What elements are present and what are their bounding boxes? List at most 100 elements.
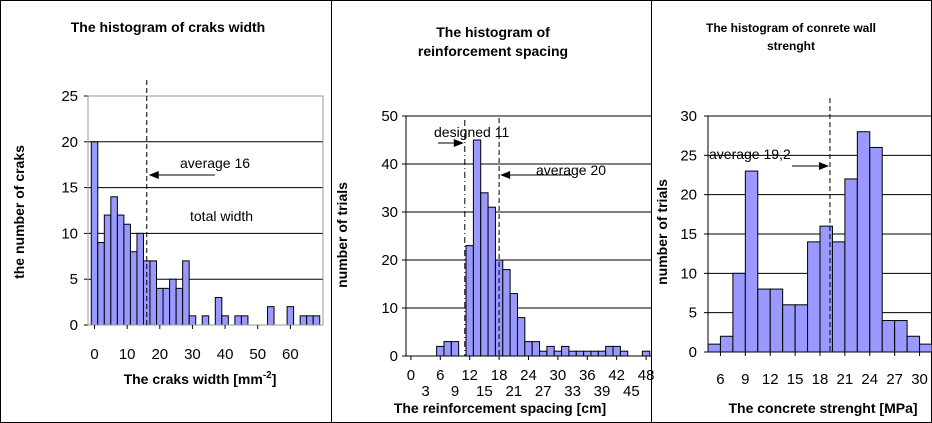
x-tick-label: 42 [608, 367, 625, 384]
histogram-bar [583, 350, 592, 357]
histogram-bar [757, 288, 771, 353]
histogram-bar [844, 178, 858, 353]
histogram-bar [539, 350, 548, 357]
histogram-bar [175, 287, 184, 326]
y-tick-label: 15 [680, 226, 697, 243]
x-tick-label: 36 [579, 367, 596, 384]
x-tick-label: 30 [184, 346, 201, 363]
histogram-bar [123, 223, 131, 326]
histogram-bars [707, 131, 932, 353]
arrow-head [818, 162, 829, 170]
x-tick-label: 9 [451, 383, 459, 400]
total-width-label: total width [190, 208, 253, 224]
histogram-bar [831, 241, 846, 353]
histogram-bar [575, 350, 585, 357]
histogram-bar [707, 343, 721, 353]
chart-title-line1: The histogram of conrete wall [706, 21, 876, 35]
designed-label: designed 11 [434, 124, 509, 140]
histogram-bar [546, 345, 555, 357]
y-tick-label: 5 [689, 305, 697, 322]
histogram-bar [819, 225, 833, 353]
x-tick-label: 33 [564, 383, 581, 400]
x-tick-label: 39 [594, 383, 611, 400]
histogram-bar [906, 335, 921, 353]
y-tick-label: 10 [61, 225, 78, 242]
histogram-bar [110, 196, 118, 326]
y-tick-label: 0 [70, 317, 78, 334]
x-axis-label: The craks width [mm-2] [124, 370, 277, 387]
histogram-bar [97, 242, 105, 326]
histogram-bar [267, 306, 275, 326]
histogram-bar [919, 343, 932, 353]
x-tick-label: 6 [436, 367, 444, 384]
histogram-bar [782, 304, 796, 353]
histogram-bar [732, 272, 746, 353]
chart-title-line2: reinforcement spacing [418, 43, 568, 59]
y-tick-label: 20 [61, 134, 78, 151]
histogram-bar [306, 315, 314, 326]
histogram-bar [465, 245, 474, 357]
histogram-bars [436, 139, 651, 357]
x-tick-label: 21 [837, 371, 854, 388]
histogram-bar [487, 206, 496, 357]
y-tick-label: 10 [381, 300, 398, 317]
histogram-bar [234, 315, 242, 326]
y-axis-label: the number of craks [11, 145, 27, 279]
gridlines [406, 115, 651, 309]
x-tick-label: 40 [217, 346, 234, 363]
arrow-head [500, 171, 511, 179]
histogram-bar [894, 320, 908, 353]
x-tick-label: 50 [249, 346, 266, 363]
chart-title: The histogram of craks width [71, 19, 265, 35]
histogram-bar [221, 315, 229, 326]
histogram-bar [116, 214, 125, 326]
axes: 0 5 10 15 20 25 0 10 20 30 40 50 60 [61, 88, 324, 363]
histogram-bar [531, 341, 541, 357]
histogram-bar [612, 345, 621, 357]
axes: 0 5 10 15 20 25 30 6 9 12 15 18 21 24 27 30 [680, 108, 932, 388]
x-tick-label: 27 [886, 371, 903, 388]
histogram-bar [641, 350, 651, 357]
y-tick-label: 40 [381, 156, 398, 173]
histogram-bar [286, 306, 295, 326]
x-tick-label: 10 [119, 346, 136, 363]
y-axis-label: number of trials [334, 182, 350, 288]
histogram-bar [619, 350, 629, 357]
histogram-bar [769, 288, 784, 353]
histogram-bar [516, 317, 526, 357]
histogram-bar [568, 350, 577, 357]
x-tick-label: 18 [812, 371, 829, 388]
x-tick-label: 9 [741, 371, 749, 388]
x-axis-label: The reinforcement spacing [cm] [394, 400, 606, 416]
histogram-bar [856, 131, 871, 353]
annotations: average 19,2 [709, 98, 831, 352]
histogram-bar [214, 297, 223, 326]
plot-frame [87, 95, 324, 326]
y-tick-label: 25 [61, 88, 78, 105]
histogram-bar [524, 341, 533, 357]
x-tick-label: 24 [861, 371, 878, 388]
y-tick-label: 30 [680, 108, 697, 125]
histogram-bar [312, 315, 321, 326]
chart-title-line2: strenght [767, 39, 815, 53]
y-tick-label: 30 [381, 204, 398, 221]
histogram-bar [597, 350, 607, 357]
histogram-bar [436, 345, 445, 357]
x-tick-label: 12 [461, 367, 478, 384]
histogram-bar [794, 304, 809, 353]
y-tick-label: 15 [61, 180, 78, 197]
histogram-bar [90, 141, 99, 326]
histogram-bar [509, 293, 518, 357]
x-tick-label: 60 [282, 346, 299, 363]
histogram-bar [480, 192, 489, 357]
histogram-bar [450, 341, 460, 357]
histogram-bar [188, 315, 197, 326]
y-tick-label: 20 [680, 187, 697, 204]
histogram-bar [590, 350, 599, 357]
x-tick-label: 20 [151, 346, 168, 363]
x-tick-label: 30 [550, 367, 567, 384]
y-tick-label: 25 [680, 147, 697, 164]
histogram-bar [136, 232, 144, 326]
